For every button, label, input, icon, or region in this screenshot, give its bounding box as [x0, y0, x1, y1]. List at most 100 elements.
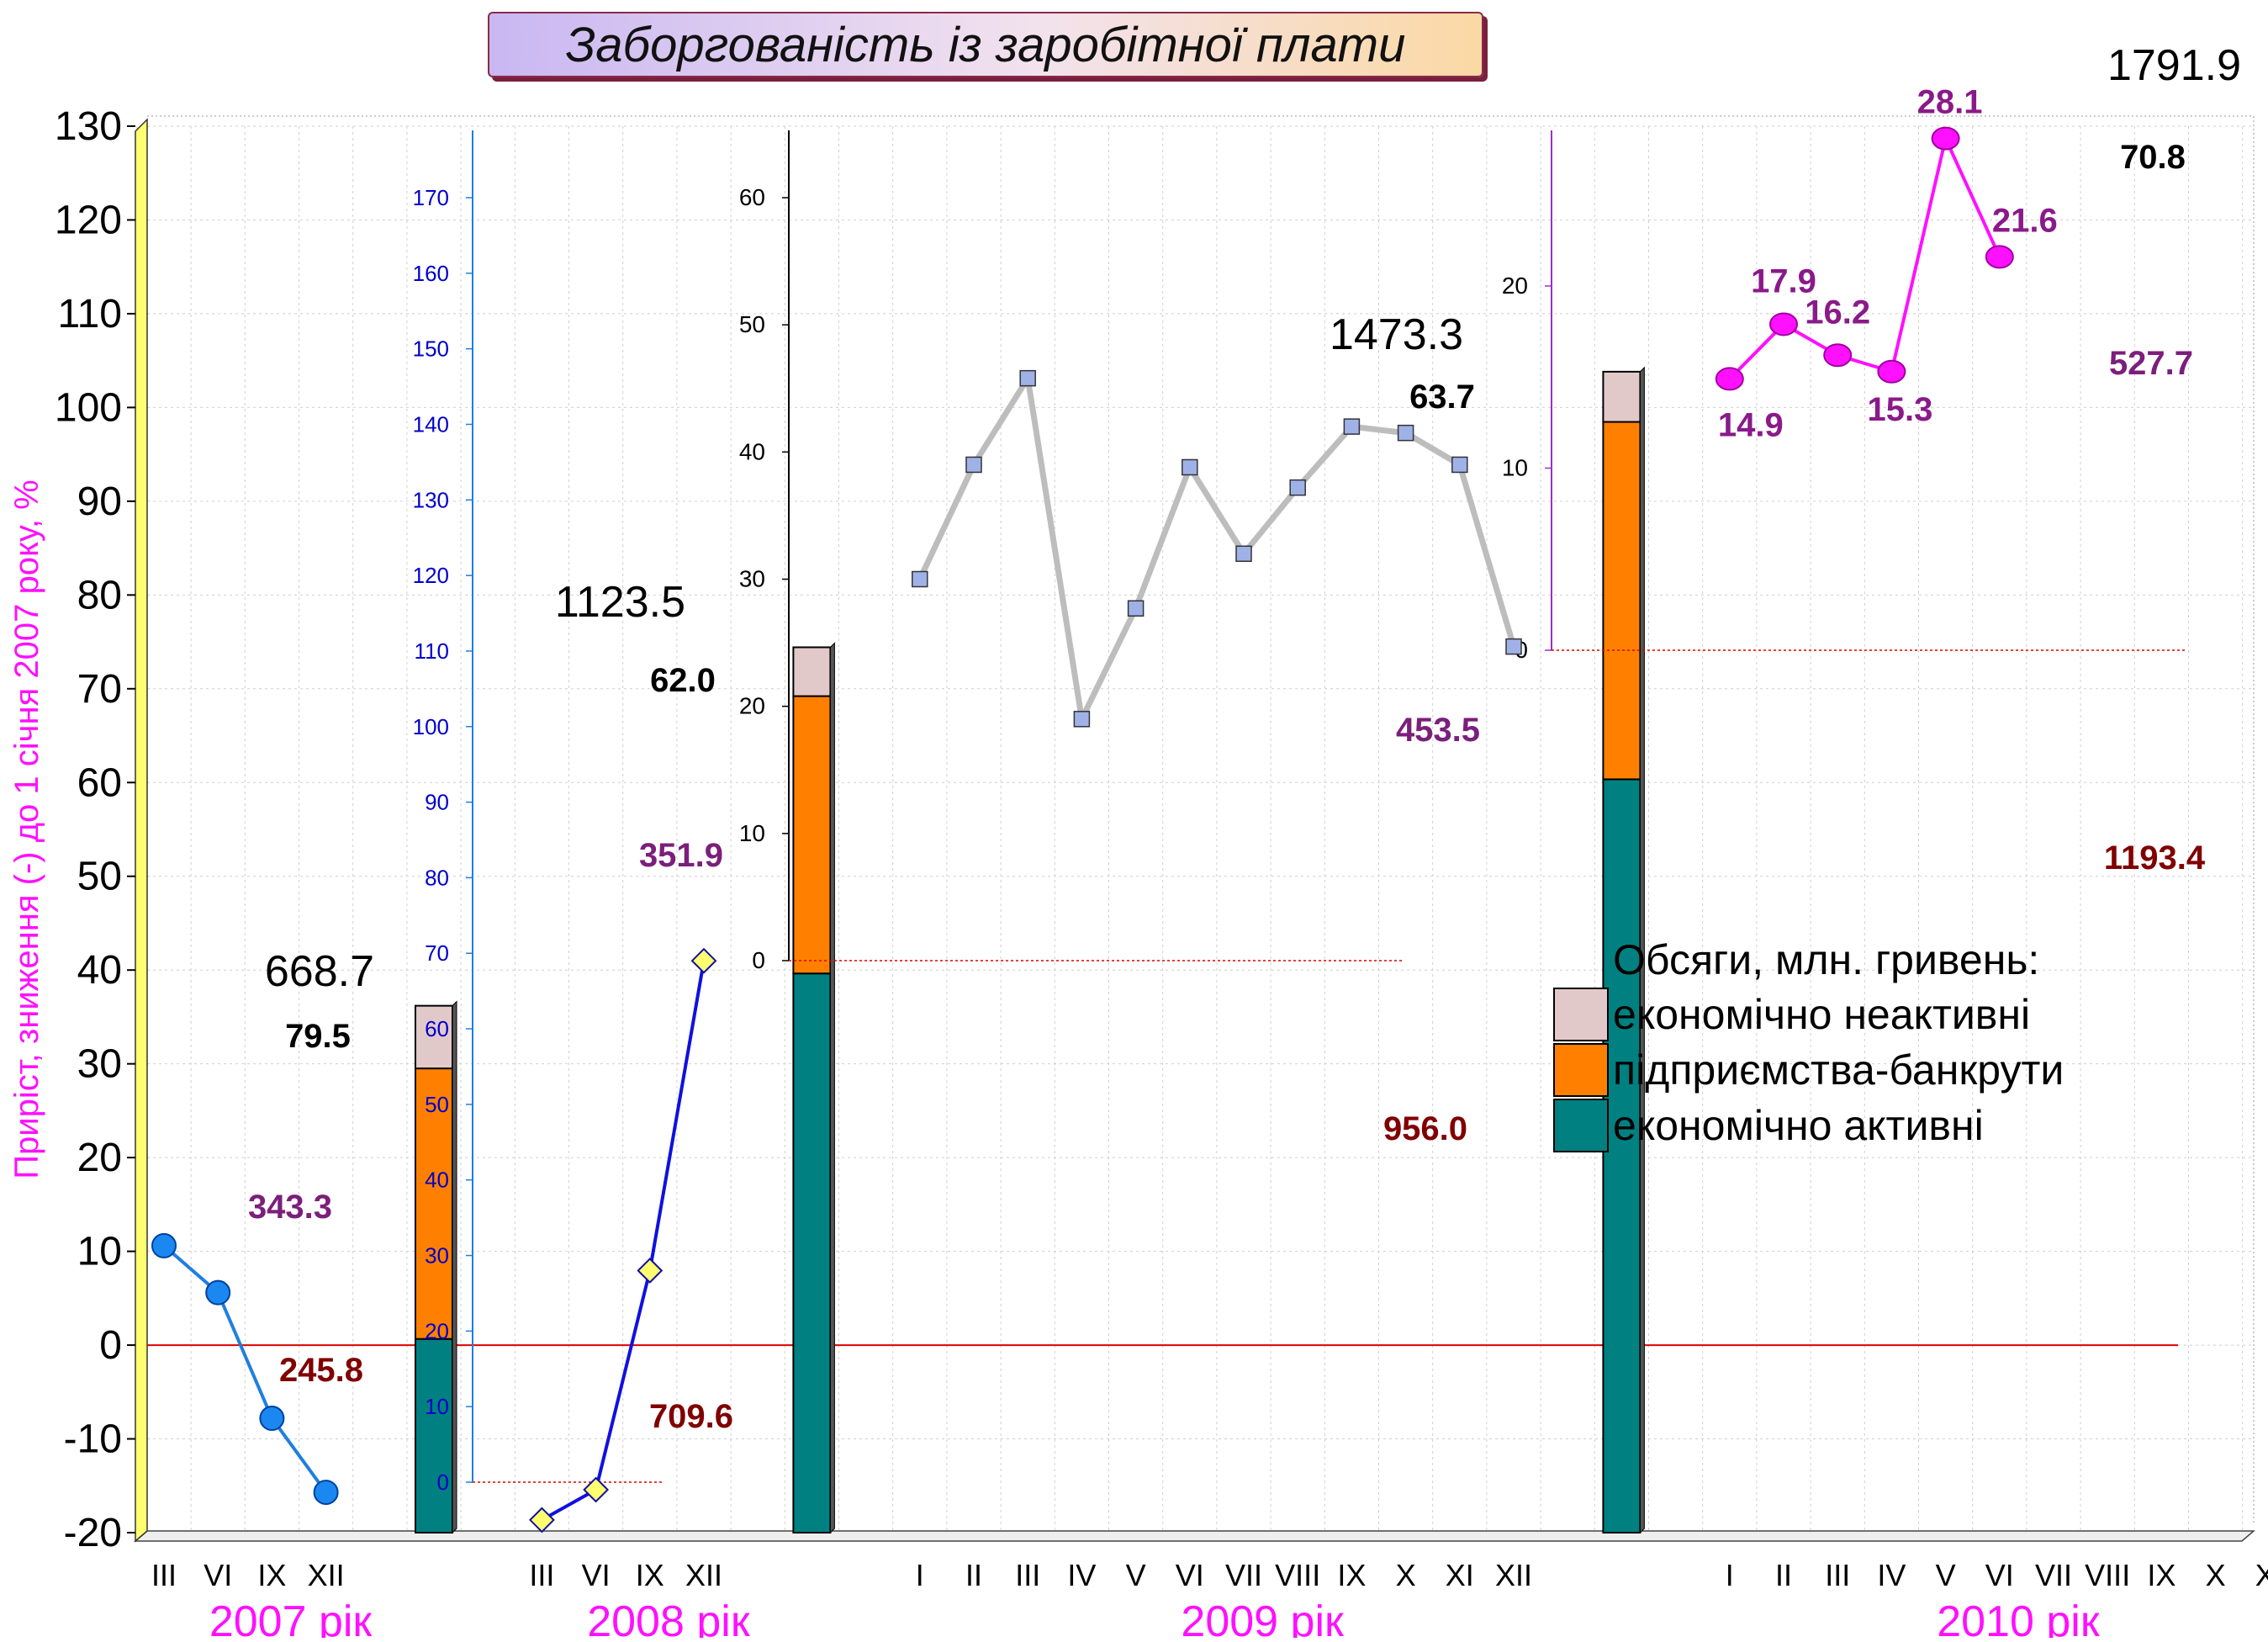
y-tick-label: 30 [77, 1042, 122, 1087]
legend-label: підприємства-банкрути [1613, 1046, 2064, 1094]
month-label: XII [1495, 1558, 1532, 1592]
data-point [912, 570, 928, 588]
month-label: VI [582, 1558, 611, 1592]
secondary-tick-label: 0 [437, 1470, 449, 1495]
secondary-tick-label: 30 [739, 566, 765, 592]
bar-segment-bankrupt [792, 695, 832, 975]
month-label: XI [2255, 1558, 2268, 1592]
secondary-tick-label: 60 [739, 184, 765, 210]
data-point [1019, 369, 1036, 387]
month-label: II [1775, 1558, 1792, 1592]
month-label: VIII [1275, 1558, 1320, 1592]
y-tick-label: 10 [77, 1230, 122, 1274]
month-label: VI [204, 1558, 232, 1592]
data-point [965, 456, 982, 474]
data-point [1985, 245, 2014, 269]
y-tick-label: 50 [77, 855, 122, 899]
bar-label-inactive: 79.5 [285, 1018, 351, 1055]
bar-segment-active [415, 1337, 453, 1533]
month-label: IX [1337, 1558, 1366, 1592]
legend-swatch [1553, 988, 1609, 1041]
month-label: IX [636, 1558, 664, 1592]
bar-side [1639, 366, 1645, 1534]
legend-swatch [1553, 1099, 1609, 1152]
y-tick-label: 20 [77, 1136, 122, 1180]
y-tick-label: 110 [57, 292, 122, 336]
data-point [637, 1258, 663, 1284]
bar-label-total: 1123.5 [555, 578, 685, 627]
data-point [1451, 456, 1468, 474]
y-tick-label: 40 [77, 948, 122, 993]
secondary-tick-label: 110 [415, 638, 449, 664]
month-label: XII [685, 1558, 722, 1592]
y-tick-label: -10 [64, 1417, 122, 1462]
data-point [1769, 312, 1798, 336]
data-point [1931, 126, 1960, 151]
bar-segment-active [792, 972, 832, 1533]
month-label: VII [1225, 1558, 1262, 1592]
month-label: VII [2035, 1558, 2072, 1592]
bar-label-total: 668.7 [265, 947, 374, 996]
month-label: VI [1176, 1558, 1204, 1592]
month-label: X [1396, 1558, 1416, 1592]
bar-label-inactive: 70.8 [2120, 139, 2186, 176]
data-point [1235, 545, 1252, 563]
month-label: III [1015, 1558, 1040, 1592]
data-point [1182, 458, 1198, 476]
month-label: VI [1985, 1558, 2014, 1592]
month-label: XII [308, 1558, 345, 1592]
secondary-tick-label: 50 [425, 1092, 449, 1117]
bar-label-bankrupt: 351.9 [639, 837, 723, 874]
secondary-tick-label: 20 [425, 1318, 449, 1343]
series-line [917, 375, 1517, 723]
series-line [541, 960, 706, 1522]
secondary-tick-label: 10 [739, 820, 765, 846]
data-label: 21.6 [1992, 202, 2058, 239]
bar-label-bankrupt: 453.5 [1396, 712, 1480, 749]
data-point [313, 1480, 339, 1506]
secondary-tick-label: 160 [413, 261, 449, 286]
y-tick-label: 60 [77, 760, 122, 805]
month-label: IV [1067, 1558, 1096, 1592]
secondary-tick-label: 130 [413, 487, 449, 512]
data-point [1823, 343, 1853, 368]
year-label: 2007 рік [209, 1597, 373, 1638]
month-label: IX [257, 1558, 286, 1592]
month-label: IX [2147, 1558, 2175, 1592]
data-point [1127, 600, 1145, 617]
secondary-tick-label: 40 [425, 1168, 449, 1193]
month-label: V [1126, 1558, 1146, 1592]
month-label: X [2206, 1558, 2226, 1592]
legend-swatch [1553, 1043, 1609, 1097]
bar-label-inactive: 62.0 [650, 662, 716, 699]
data-label: 17.9 [1751, 262, 1816, 299]
month-label: I [1726, 1558, 1734, 1592]
bar-segment-inactive [1602, 370, 1642, 423]
legend-title: Обсяги, млн. гривень: [1613, 936, 2039, 983]
bar-label-active: 1193.4 [2104, 840, 2206, 877]
bar-label-bankrupt: 527.7 [2109, 345, 2193, 382]
data-point [1505, 638, 1522, 655]
secondary-tick-label: 20 [739, 693, 765, 719]
bar-segment-bankrupt [415, 1067, 453, 1340]
year-label: 2009 рік [1181, 1597, 1344, 1638]
data-label: 15.3 [1867, 391, 1932, 428]
bar-side [452, 1000, 457, 1534]
y-tick-label: 70 [77, 667, 122, 712]
month-label: IV [1877, 1558, 1906, 1592]
month-label: III [529, 1558, 554, 1592]
data-point [1289, 479, 1306, 496]
y-tick-label: -20 [64, 1511, 122, 1555]
secondary-tick-label: 50 [739, 311, 765, 337]
bar-label-total: 1791.9 [2107, 41, 2241, 90]
secondary-tick-label: 100 [413, 714, 449, 739]
secondary-tick-label: 120 [413, 563, 449, 588]
secondary-tick-label: 150 [413, 336, 449, 362]
chart-title: Заборгованість із заробітної плати [488, 12, 1483, 77]
data-point [1715, 367, 1744, 391]
data-label: 28.1 [1917, 84, 1983, 121]
year-label: 2010 рік [1937, 1597, 2100, 1638]
bar-segment-active [1602, 778, 1642, 1533]
bar-label-active: 245.8 [279, 1352, 363, 1389]
